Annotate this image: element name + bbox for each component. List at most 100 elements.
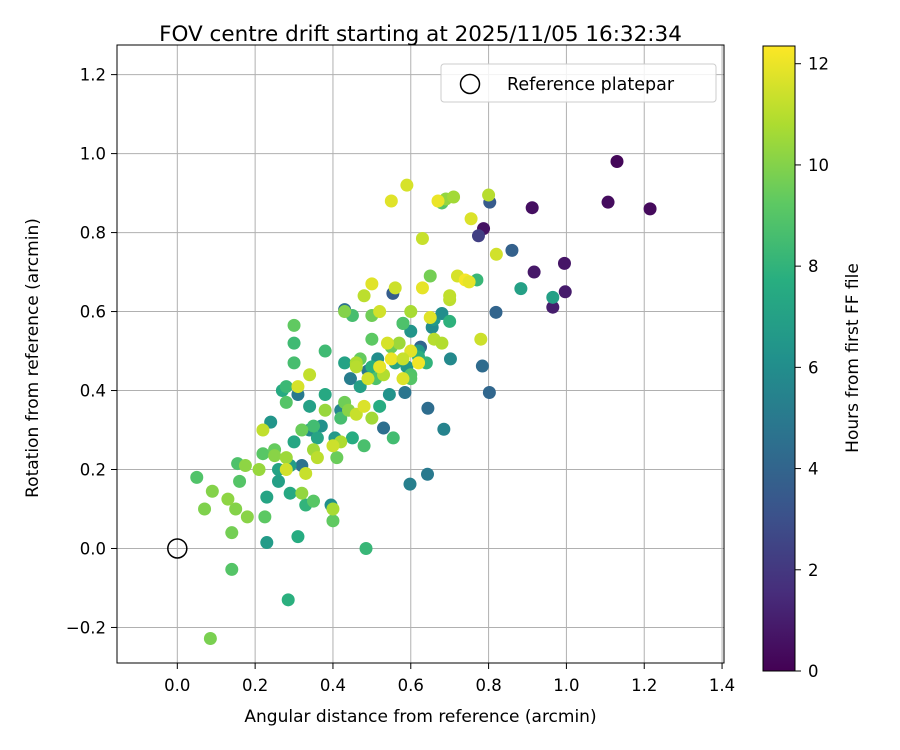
y-tick-label: 0.2 [80,461,106,480]
legend-reference-label: Reference platepar [507,75,675,95]
scatter-point [318,344,332,358]
scatter-point [380,336,394,350]
scatter-point [326,502,340,516]
scatter-point [203,632,217,646]
y-tick-label: 0.8 [80,224,106,243]
scatter-point [546,300,560,314]
x-tick-label: 0.2 [242,676,268,695]
scatter-point [258,510,272,524]
scatter-point [489,305,503,319]
scatter-point [474,332,488,346]
scatter-point [384,194,398,208]
scatter-point [373,399,387,413]
scatter-point [365,277,379,291]
scatter-point [310,431,324,445]
scatter-point [403,477,417,491]
scatter-point [423,310,437,324]
scatter-point [306,494,320,508]
x-tick-label: 0.0 [164,676,190,695]
scatter-points [190,154,657,646]
legend: Reference platepar [440,63,717,103]
scatter-point [482,386,496,400]
scatter-point [291,530,305,544]
y-tick-label: 1.0 [80,145,106,164]
scatter-point [423,269,437,283]
scatter-point [361,372,375,386]
reference-marker [167,538,188,559]
scatter-point [287,356,301,370]
scatter-point [326,439,340,453]
chart-title: FOV centre drift starting at 2025/11/05 … [159,22,682,47]
scatter-point [225,562,239,576]
scatter-point [306,419,320,433]
scatter-point [357,439,371,453]
scatter-point [464,212,478,226]
colorbar: 0 2 4 6 8 10 12 Hours from first FF file [762,45,863,681]
scatter-point [260,536,274,550]
scatter-point [443,289,457,303]
scatter-point [279,463,293,477]
scatter-point [482,188,496,202]
scatter-point [233,474,247,488]
colorbar-tick-label: 6 [808,358,819,377]
scatter-point [610,154,624,168]
scatter-point [268,449,282,463]
scatter-point [279,395,293,409]
y-axis-label: Rotation from reference (arcmin) [23,218,43,498]
scatter-point [287,318,301,332]
scatter-point [396,352,410,366]
scatter-point [415,281,429,295]
legend-reference-marker [459,73,481,95]
scatter-point [462,275,476,289]
scatter-point [447,190,461,204]
scatter-point [527,265,541,279]
scatter-point [546,290,560,304]
scatter-point [229,502,243,516]
x-tick-label: 1.4 [709,676,735,695]
x-axis-ticks: 0.0 0.2 0.4 0.6 0.8 1.0 1.2 1.4 [164,663,735,695]
scatter-point [384,352,398,366]
scatter-point [412,356,426,370]
scatter-point [415,231,429,245]
scatter-point [345,431,359,445]
scatter-point [489,247,503,261]
colorbar-tick-label: 4 [808,460,819,479]
colorbar-tick-label: 2 [808,561,819,580]
scatter-point [283,486,297,500]
scatter-point [558,285,572,299]
x-tick-label: 0.6 [398,676,424,695]
colorbar-gradient [762,45,796,672]
scatter-point [404,305,418,319]
scatter-point [437,422,451,436]
scatter-point [310,451,324,465]
y-tick-label: 0.6 [80,303,106,322]
scatter-point [443,352,457,366]
scatter-point [295,423,309,437]
scatter-point [601,195,615,209]
scatter-point [256,423,270,437]
scatter-point [398,386,412,400]
scatter-point [271,474,285,488]
colorbar-tick-label: 10 [808,156,829,175]
scatter-point [318,403,332,417]
scatter-point [421,401,435,415]
scatter-point [357,399,371,413]
scatter-point [295,486,309,500]
colorbar-tick-label: 8 [808,257,819,276]
scatter-point [525,201,539,215]
colorbar-ticks: 0 2 4 6 8 10 12 [795,55,829,681]
scatter-point [514,282,528,296]
scatter-point [299,466,313,480]
scatter-point [205,484,219,498]
scatter-point [471,229,485,243]
x-axis-label: Angular distance from reference (arcmin) [244,707,596,727]
scatter-point [431,194,445,208]
scatter-point [365,411,379,425]
scatter-point [373,360,387,374]
scatter-point [396,372,410,386]
scatter-point [388,281,402,295]
scatter-point [190,470,204,484]
scatter-point [338,356,352,370]
x-tick-label: 1.2 [631,676,657,695]
